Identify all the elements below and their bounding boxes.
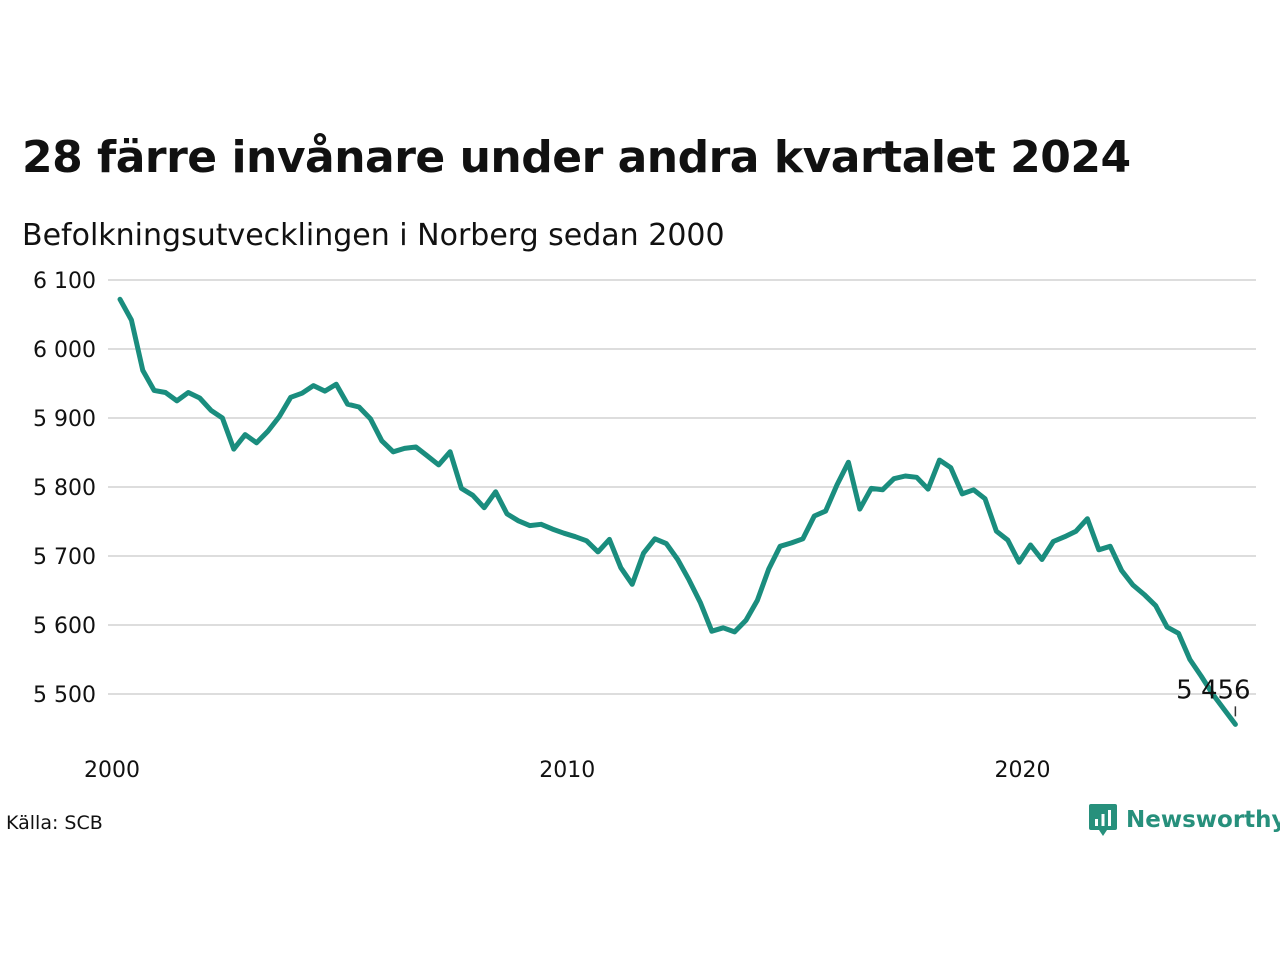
y-axis: 5 500 5 600 5 700 5 800 5 900 6 000 6 100 <box>33 269 96 708</box>
x-tick-label: 2010 <box>539 758 595 783</box>
series-group <box>117 296 1238 727</box>
brand-name: Newsworthy <box>1126 807 1280 833</box>
chart-title: 28 färre invånare under andra kvartalet … <box>22 132 1131 183</box>
series-line <box>117 296 1238 727</box>
brand-logo: Newsworthy <box>1088 802 1280 838</box>
y-tick-label: 6 100 <box>33 269 96 294</box>
x-axis: 2000 2010 2020 <box>84 758 1051 783</box>
source-note: Källa: SCB <box>6 812 103 834</box>
x-tick-label: 2000 <box>84 758 140 783</box>
newsworthy-logo-icon <box>1089 804 1117 836</box>
y-tick-label: 5 500 <box>33 683 96 708</box>
y-tick-label: 5 600 <box>33 614 96 639</box>
end-value-label: 5 456 <box>1176 675 1250 705</box>
y-tick-label: 5 800 <box>33 476 96 501</box>
x-tick-label: 2020 <box>995 758 1051 783</box>
y-tick-label: 5 900 <box>33 407 96 432</box>
y-tick-label: 6 000 <box>33 338 96 363</box>
grid-lines <box>108 279 1256 695</box>
chart-subtitle: Befolkningsutvecklingen i Norberg sedan … <box>22 218 725 253</box>
annotations: 5 456 <box>1176 675 1251 717</box>
y-tick-label: 5 700 <box>33 545 96 570</box>
